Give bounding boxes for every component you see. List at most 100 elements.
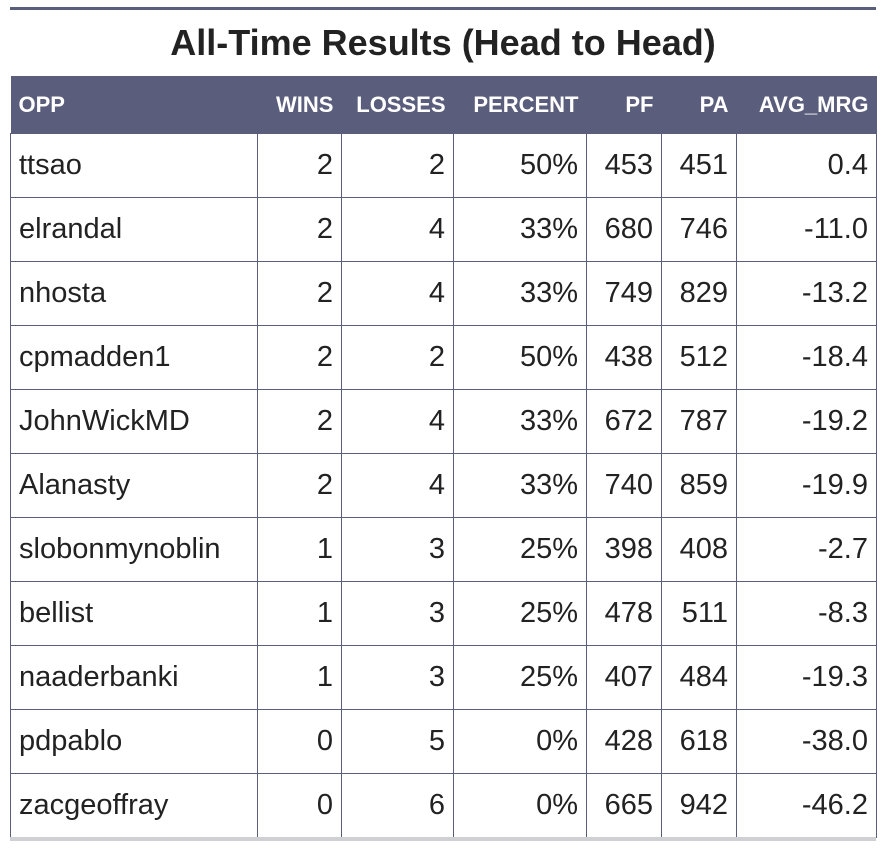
top-rule bbox=[10, 7, 876, 10]
avg-mrg-cell: -19.2 bbox=[736, 389, 877, 454]
opp-cell: cpmadden1 bbox=[10, 325, 258, 390]
results-panel: All-Time Results (Head to Head) OPP WINS… bbox=[10, 0, 877, 848]
avg-mrg-cell: -8.3 bbox=[736, 581, 877, 646]
losses-cell: 4 bbox=[341, 197, 454, 262]
pa-cell: 618 bbox=[661, 709, 737, 774]
wins-cell: 2 bbox=[257, 197, 342, 262]
percent-cell: 33% bbox=[453, 453, 587, 518]
percent-cell: 0% bbox=[453, 773, 587, 838]
percent-cell: 50% bbox=[453, 325, 587, 390]
pa-cell: 746 bbox=[661, 197, 737, 262]
table-row: slobonmynoblin 1 3 25% 398 408 -2.7 bbox=[10, 517, 877, 582]
table-row: cpmadden1 2 2 50% 438 512 -18.4 bbox=[10, 325, 877, 390]
losses-cell: 6 bbox=[341, 773, 454, 838]
pa-cell: 484 bbox=[661, 645, 737, 710]
opp-cell: slobonmynoblin bbox=[10, 517, 258, 582]
column-header-avg-mrg: AVG_MRG bbox=[736, 76, 877, 134]
wins-cell: 2 bbox=[257, 133, 342, 198]
percent-cell: 25% bbox=[453, 517, 587, 582]
percent-cell: 50% bbox=[453, 133, 587, 198]
pf-cell: 672 bbox=[586, 389, 662, 454]
wins-cell: 1 bbox=[257, 517, 342, 582]
losses-cell: 5 bbox=[341, 709, 454, 774]
results-table: OPP WINS LOSSES PERCENT PF PA AVG_MRG tt… bbox=[10, 76, 877, 838]
wins-cell: 0 bbox=[257, 709, 342, 774]
pf-cell: 428 bbox=[586, 709, 662, 774]
percent-cell: 25% bbox=[453, 645, 587, 710]
percent-cell: 33% bbox=[453, 389, 587, 454]
pa-cell: 942 bbox=[661, 773, 737, 838]
wins-cell: 2 bbox=[257, 389, 342, 454]
opp-cell: Alanasty bbox=[10, 453, 258, 518]
table-row: elrandal 2 4 33% 680 746 -11.0 bbox=[10, 197, 877, 262]
wins-cell: 2 bbox=[257, 325, 342, 390]
pa-cell: 787 bbox=[661, 389, 737, 454]
page-title: All-Time Results (Head to Head) bbox=[170, 22, 716, 63]
opp-cell: elrandal bbox=[10, 197, 258, 262]
pf-cell: 407 bbox=[586, 645, 662, 710]
avg-mrg-cell: -2.7 bbox=[736, 517, 877, 582]
table-row: nhosta 2 4 33% 749 829 -13.2 bbox=[10, 261, 877, 326]
header-row: OPP WINS LOSSES PERCENT PF PA AVG_MRG bbox=[10, 76, 877, 134]
avg-mrg-cell: -13.2 bbox=[736, 261, 877, 326]
table-row: Alanasty 2 4 33% 740 859 -19.9 bbox=[10, 453, 877, 518]
wins-cell: 2 bbox=[257, 453, 342, 518]
pa-cell: 408 bbox=[661, 517, 737, 582]
avg-mrg-cell: -11.0 bbox=[736, 197, 877, 262]
pf-cell: 680 bbox=[586, 197, 662, 262]
avg-mrg-cell: -19.9 bbox=[736, 453, 877, 518]
table-body: ttsao 2 2 50% 453 451 0.4 elrandal 2 4 33% 680 746 -1… bbox=[10, 133, 877, 838]
column-header-opp: OPP bbox=[10, 76, 258, 134]
column-header-pf: PF bbox=[586, 76, 662, 134]
pa-cell: 859 bbox=[661, 453, 737, 518]
column-header-losses: LOSSES bbox=[341, 76, 454, 134]
losses-cell: 3 bbox=[341, 581, 454, 646]
pf-cell: 665 bbox=[586, 773, 662, 838]
pf-cell: 453 bbox=[586, 133, 662, 198]
column-header-pa: PA bbox=[661, 76, 737, 134]
pa-cell: 451 bbox=[661, 133, 737, 198]
wins-cell: 1 bbox=[257, 581, 342, 646]
pf-cell: 740 bbox=[586, 453, 662, 518]
pf-cell: 478 bbox=[586, 581, 662, 646]
losses-cell: 2 bbox=[341, 325, 454, 390]
pf-cell: 438 bbox=[586, 325, 662, 390]
opp-cell: bellist bbox=[10, 581, 258, 646]
wins-cell: 1 bbox=[257, 645, 342, 710]
table-row: naaderbanki 1 3 25% 407 484 -19.3 bbox=[10, 645, 877, 710]
table-row: JohnWickMD 2 4 33% 672 787 -19.2 bbox=[10, 389, 877, 454]
losses-cell: 2 bbox=[341, 133, 454, 198]
opp-cell: ttsao bbox=[10, 133, 258, 198]
percent-cell: 0% bbox=[453, 709, 587, 774]
opp-cell: zacgeoffray bbox=[10, 773, 258, 838]
table-row: zacgeoffray 0 6 0% 665 942 -46.2 bbox=[10, 773, 877, 838]
pa-cell: 829 bbox=[661, 261, 737, 326]
opp-cell: naaderbanki bbox=[10, 645, 258, 710]
percent-cell: 33% bbox=[453, 261, 587, 326]
losses-cell: 4 bbox=[341, 261, 454, 326]
percent-cell: 33% bbox=[453, 197, 587, 262]
results-table-container: OPP WINS LOSSES PERCENT PF PA AVG_MRG tt… bbox=[10, 76, 877, 838]
losses-cell: 3 bbox=[341, 645, 454, 710]
avg-mrg-cell: 0.4 bbox=[736, 133, 877, 198]
wins-cell: 2 bbox=[257, 261, 342, 326]
avg-mrg-cell: -18.4 bbox=[736, 325, 877, 390]
table-header: OPP WINS LOSSES PERCENT PF PA AVG_MRG bbox=[10, 76, 877, 134]
avg-mrg-cell: -38.0 bbox=[736, 709, 877, 774]
opp-cell: JohnWickMD bbox=[10, 389, 258, 454]
bottom-shade bbox=[10, 837, 876, 841]
opp-cell: pdpablo bbox=[10, 709, 258, 774]
percent-cell: 25% bbox=[453, 581, 587, 646]
pf-cell: 749 bbox=[586, 261, 662, 326]
wins-cell: 0 bbox=[257, 773, 342, 838]
table-row: pdpablo 0 5 0% 428 618 -38.0 bbox=[10, 709, 877, 774]
losses-cell: 4 bbox=[341, 389, 454, 454]
pa-cell: 511 bbox=[661, 581, 737, 646]
column-header-percent: PERCENT bbox=[453, 76, 587, 134]
losses-cell: 4 bbox=[341, 453, 454, 518]
opp-cell: nhosta bbox=[10, 261, 258, 326]
avg-mrg-cell: -46.2 bbox=[736, 773, 877, 838]
avg-mrg-cell: -19.3 bbox=[736, 645, 877, 710]
pa-cell: 512 bbox=[661, 325, 737, 390]
table-row: ttsao 2 2 50% 453 451 0.4 bbox=[10, 133, 877, 198]
